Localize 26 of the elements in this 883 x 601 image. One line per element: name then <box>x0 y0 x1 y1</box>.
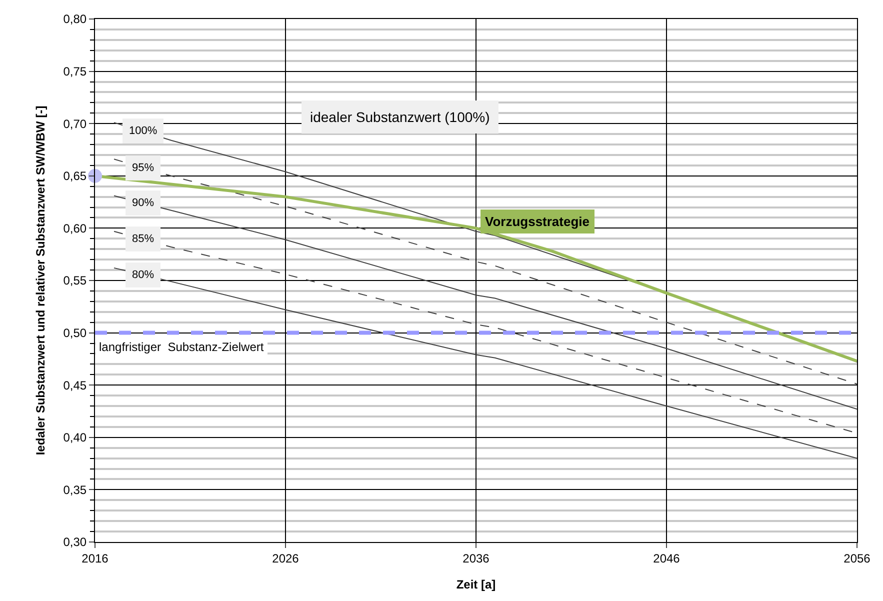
y-tick-label: 0,60 <box>63 221 87 236</box>
y-tick-label: 0,80 <box>63 12 87 26</box>
y-tick-label: 0,35 <box>63 482 87 497</box>
y-tick-label: 0,45 <box>63 378 87 392</box>
series-label: 90% <box>132 197 154 209</box>
series-label: 95% <box>132 162 154 174</box>
x-tick-label: 2016 <box>82 551 109 566</box>
y-axis-title: Iedaler Substanzwert und relativer Substanzwert SW/WBW [-] <box>34 106 48 456</box>
series-label: 80% <box>132 269 154 281</box>
x-axis-title: Zeit [a] <box>456 577 496 592</box>
series-label: 85% <box>132 233 154 245</box>
annotation: idealer Substanzwert (100%) <box>310 109 490 125</box>
x-tick-label: 2036 <box>462 551 490 566</box>
y-tick-label: 0,55 <box>63 274 87 288</box>
series-label: Vorzugsstrategie <box>485 214 590 229</box>
y-tick-label: 0,75 <box>63 64 87 78</box>
x-tick-label: 2056 <box>844 551 871 566</box>
ref-line-label: langfristiger Substanz-Zielwert <box>99 340 264 354</box>
series-label: 100% <box>129 125 158 137</box>
x-tick-label: 2026 <box>272 551 300 566</box>
y-tick-label: 0,40 <box>63 430 87 445</box>
y-tick-label: 0,30 <box>63 535 87 550</box>
y-tick-label: 0,65 <box>63 169 87 184</box>
y-tick-label: 0,70 <box>63 116 87 131</box>
x-tick-label: 2046 <box>653 551 680 566</box>
y-tick-label: 0,50 <box>63 326 87 340</box>
